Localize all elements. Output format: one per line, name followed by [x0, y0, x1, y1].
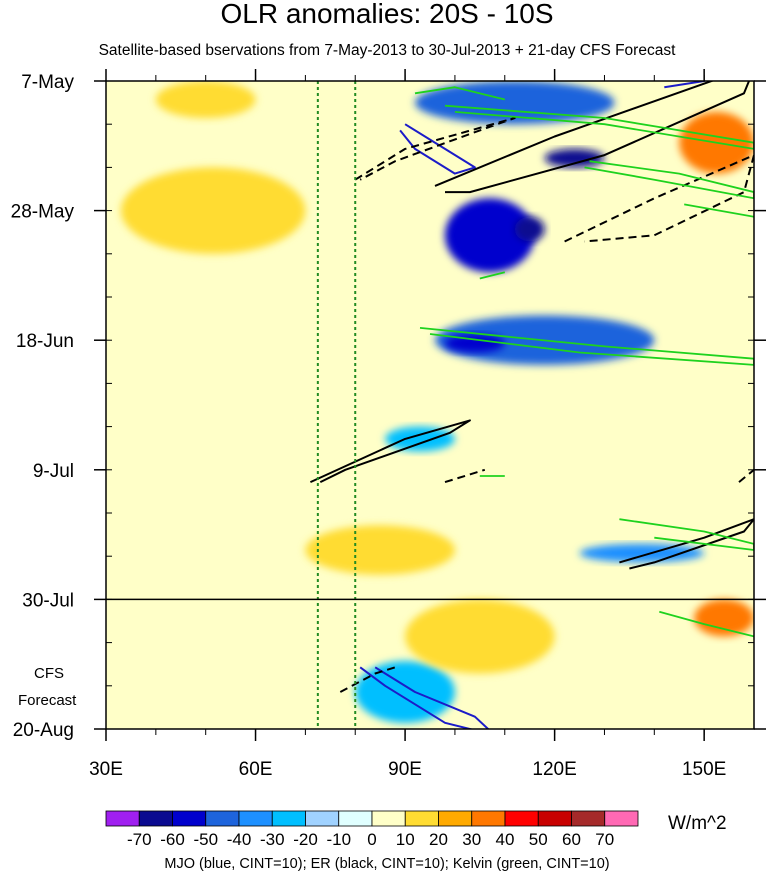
- colorbar-label-8: 10: [396, 830, 415, 849]
- colorbar-label-14: 70: [595, 830, 614, 849]
- kelvin-contour-17: [479, 271, 506, 280]
- colorbar-units: W/m^2: [668, 813, 727, 834]
- anomaly-patch-10: [120, 167, 306, 254]
- er-contour-6: [354, 117, 516, 181]
- reference-lines: [106, 81, 754, 729]
- plot-frame: [105, 80, 755, 730]
- colorbar-label-3: -40: [227, 830, 252, 849]
- colorbar-box-11: [471, 810, 506, 827]
- kelvin-contour-16: [659, 610, 754, 638]
- colorbar-box-4: [238, 810, 273, 827]
- x-tick-label-0: 30E: [89, 759, 123, 780]
- er-contour-4: [309, 419, 471, 484]
- chart-subtitle: Satellite-based bservations from 7-May-2…: [98, 42, 676, 59]
- er-contour-9: [444, 468, 486, 484]
- anomaly-patch-5: [444, 334, 505, 353]
- colorbar-label-10: 30: [462, 830, 481, 849]
- x-tick-label-2: 90E: [388, 759, 422, 780]
- x-tick-label-1: 60E: [239, 759, 273, 780]
- anomaly-patch-12: [694, 599, 754, 637]
- colorbar-box-14: [571, 810, 606, 827]
- wave-contour-layer: [309, 81, 754, 729]
- colorbar-label-11: 40: [496, 830, 515, 849]
- er-contour-3: [434, 81, 751, 194]
- colorbar-label-4: -30: [260, 830, 285, 849]
- er-contour-10: [738, 469, 754, 483]
- kelvin-contour-11: [444, 104, 754, 150]
- colorbar-label-1: -60: [160, 830, 185, 849]
- anomaly-patch-7: [579, 543, 705, 563]
- colorbar-box-9: [404, 810, 439, 827]
- anomaly-patch-2: [444, 198, 535, 273]
- colorbar-box-12: [504, 810, 539, 827]
- axes: 7-May 28-May 18-Jun 9-Jul 30-Jul 20-Aug 30E 60E…: [11, 69, 766, 780]
- mjo-contour-2: [664, 81, 708, 89]
- colorbar-box-2: [172, 810, 207, 827]
- colorbar-label-12: 50: [529, 830, 548, 849]
- colorbar-box-6: [305, 810, 340, 827]
- colorbar-label-6: -10: [326, 830, 351, 849]
- colorbar-box-13: [537, 810, 572, 827]
- anomaly-patch-9: [155, 81, 256, 119]
- x-tick-label-3: 120E: [532, 759, 576, 780]
- colorbar-label-9: 20: [429, 830, 448, 849]
- y-tick-label-5: 20-Aug: [13, 720, 74, 741]
- kelvin-contour-13: [419, 327, 754, 366]
- colorbar-box-10: [438, 810, 473, 827]
- forecast-label-line-1: CFS: [34, 665, 64, 682]
- wave-legend-text: MJO (blue, CINT=10); ER (black, CINT=10)…: [164, 856, 610, 872]
- colorbar-label-5: -20: [293, 830, 318, 849]
- kelvin-contour-14: [684, 203, 754, 218]
- colorbar-box-3: [205, 810, 240, 827]
- anomaly-patch-14: [405, 599, 555, 674]
- y-tick-label-3: 9-Jul: [33, 461, 74, 482]
- anomaly-patch-8: [355, 661, 455, 723]
- kelvin-contour-19: [414, 86, 506, 101]
- colorbar-box-8: [371, 810, 406, 827]
- er-contour-8: [339, 666, 396, 693]
- colorbar-box-7: [338, 810, 373, 827]
- colorbar-label-2: -50: [193, 830, 218, 849]
- kelvin-contour-15: [619, 518, 754, 551]
- y-tick-label-0: 7-May: [21, 72, 74, 93]
- anomaly-patch-1: [544, 148, 605, 168]
- anomaly-patch-6: [385, 426, 455, 452]
- mjo-contour-1: [359, 666, 490, 729]
- y-tick-label-4: 30-Jul: [22, 590, 74, 611]
- colorbar-box-0: [105, 810, 140, 827]
- anomaly-patch-13: [305, 525, 455, 575]
- colorbar-box-1: [138, 810, 173, 827]
- colorbar-box-15: [604, 810, 639, 827]
- colorbar-label-13: 60: [562, 830, 581, 849]
- colorbar: -70 -60 -50 -40 -30 -20 -10 0 10 20 30 40 50 60 70: [105, 810, 639, 849]
- colorbar-box-5: [271, 810, 306, 827]
- y-tick-label-2: 18-Jun: [16, 331, 74, 352]
- chart-title: OLR anomalies: 20S - 10S: [220, 0, 554, 29]
- kelvin-contour-12: [584, 160, 754, 200]
- forecast-label-line-2: Forecast: [18, 692, 77, 709]
- x-tick-label-4: 150E: [682, 759, 726, 780]
- colorbar-label-7: 0: [367, 830, 376, 849]
- colorbar-label-0: -70: [127, 830, 152, 849]
- y-tick-label-1: 28-May: [11, 202, 75, 223]
- er-contour-7: [564, 154, 754, 243]
- anomaly-patch-3: [514, 216, 545, 242]
